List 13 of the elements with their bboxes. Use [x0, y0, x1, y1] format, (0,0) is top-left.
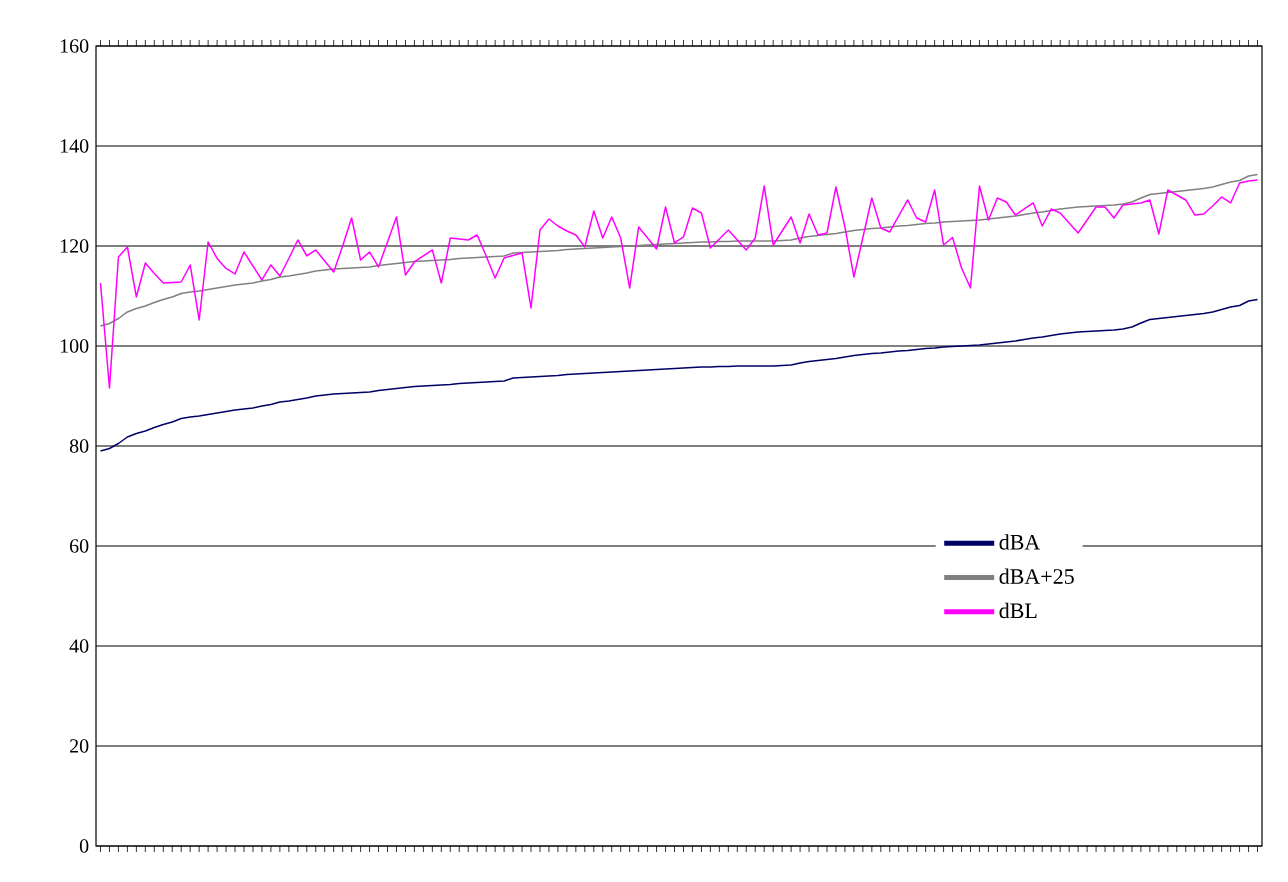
y-tick-label: 40	[69, 639, 89, 653]
y-tick-label: 120	[60, 239, 89, 253]
y-tick-label: 140	[60, 139, 89, 153]
line-series	[99, 179, 1259, 389]
legend-label: dBL	[999, 602, 1037, 619]
legend-label: dBA	[999, 534, 1041, 550]
y-tick-label: 20	[70, 739, 89, 753]
y-tick-label: 100	[60, 339, 89, 353]
y-tick-label: 0	[79, 839, 89, 853]
legend-label: dBA+25	[999, 568, 1074, 584]
y-tick-label: 80	[69, 439, 89, 453]
y-tick-label: 160	[60, 39, 89, 53]
y-tick-label: 60	[70, 539, 89, 553]
